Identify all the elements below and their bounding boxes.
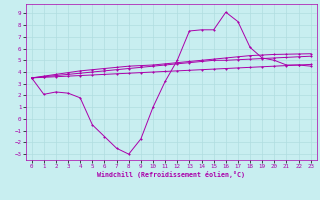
- X-axis label: Windchill (Refroidissement éolien,°C): Windchill (Refroidissement éolien,°C): [97, 171, 245, 178]
